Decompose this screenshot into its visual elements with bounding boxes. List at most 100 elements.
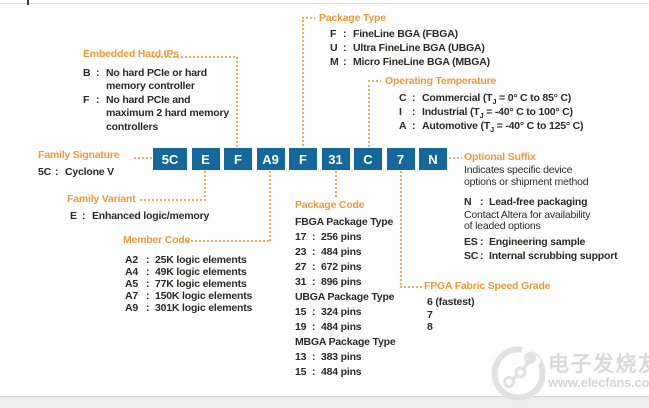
speed-grade-item: 8 [427, 321, 433, 334]
connector-operating-temperature-vertical [368, 85, 370, 148]
def-colon [146, 303, 155, 315]
def-colon [312, 245, 321, 260]
package-group-name: FBGA Package Type [295, 216, 394, 228]
section-description: options or shipment method [464, 175, 589, 188]
def-colon [55, 166, 65, 179]
def-item: C Commercial (TJ = 0° C to 85° C) [399, 91, 583, 105]
speed-grade-item: 7 [427, 308, 433, 321]
def-item: 31 896 pins [295, 275, 395, 290]
top-divider-line [0, 3, 649, 4]
def-value: 77K logic elements [155, 277, 247, 290]
def-item: A Automotive (TJ = -40° C to 125° C) [399, 119, 583, 133]
def-item: F No hard PCIe and maximum 2 hard memory … [83, 94, 238, 134]
connector-family-variant-vertical [204, 171, 206, 201]
def-value: 484 pins [321, 366, 362, 378]
def-key: N [464, 196, 472, 209]
part-number-block: 31 [321, 148, 350, 170]
def-value: 256 pins [321, 231, 362, 243]
def-value: Lead-free packaging [489, 196, 588, 209]
def-colon [412, 91, 422, 105]
connector-optional-suffix-horizontal [449, 157, 462, 159]
def-key: I [399, 106, 402, 118]
def-colon [146, 279, 155, 291]
def-key: A4 [125, 265, 139, 278]
part-number-block: E [191, 148, 220, 170]
part-number-block: F [224, 148, 252, 170]
def-item: 5C Cyclone V [38, 166, 119, 179]
def-key: 15 [295, 306, 307, 318]
section-package-type: Package Type F FineLine BGA (FBGA) U Ultra… [302, 12, 490, 70]
bottom-divider-line [0, 396, 649, 397]
def-colon [312, 260, 321, 275]
def-key: M [330, 56, 339, 69]
def-item: ES Engineering sample [464, 236, 642, 249]
def-item: 13 383 pins [295, 350, 395, 365]
def-colon [312, 350, 321, 365]
def-item: 17 256 pins [295, 230, 395, 245]
def-key: 19 [295, 321, 307, 333]
def-item: A4 49K logic elements [125, 265, 252, 279]
def-colon [480, 196, 489, 209]
def-key: ES [464, 235, 478, 248]
def-item: A9 301K logic elements [125, 301, 253, 315]
def-item: A2 25K logic elements [125, 254, 252, 267]
dash-stub [302, 17, 315, 19]
def-key: A2 [125, 254, 139, 266]
section-package-code: Package Code FBGA Package Type 17 256 pin… [295, 199, 396, 380]
def-value: Engineering sample [489, 235, 586, 248]
def-value: Cyclone V [65, 166, 114, 178]
def-value: Enhanced logic/memory [92, 210, 210, 222]
def-item: A7 150K logic elements [125, 290, 252, 303]
connector-family-variant-horizontal [140, 199, 206, 201]
connector-package-type-vertical [302, 20, 304, 148]
def-colon [412, 119, 422, 133]
connector-embedded-hard-ips-vertical [236, 57, 238, 148]
def-key: 31 [295, 276, 307, 288]
def-key: 27 [295, 261, 307, 273]
dash-stub [368, 80, 381, 82]
def-colon [312, 320, 321, 335]
def-colon [96, 67, 106, 94]
def-value: No hard PCIe or hard memory controller [106, 67, 208, 93]
def-item: M Micro FineLine BGA (MBGA) [330, 55, 490, 69]
section-speed-grade: FPGA Fabric Speed Grade 6 (fastest) 7 8 [424, 280, 550, 334]
connector-member-code-horizontal [187, 240, 271, 242]
def-value: 896 pins [321, 276, 362, 288]
section-title: Member Code [123, 234, 191, 246]
def-colon [343, 55, 353, 69]
def-colon [312, 305, 321, 320]
def-value: 484 pins [321, 246, 362, 258]
def-colon [343, 41, 353, 55]
connector-embedded-hard-ips-horizontal [153, 56, 237, 58]
def-item: A5 77K logic elements [125, 277, 252, 291]
def-value: Commercial (TJ = 0° C to 85° C) [422, 92, 572, 107]
section-note: Contact Altera for availability [464, 208, 591, 221]
part-number-block: N [419, 148, 447, 170]
def-key: A9 [125, 301, 139, 314]
def-item: 23 484 pins [295, 245, 395, 260]
def-colon [412, 105, 422, 119]
def-value: 672 pins [321, 261, 362, 273]
def-key: 15 [295, 366, 307, 378]
connector-package-code-vertical [335, 171, 337, 198]
section-note: of leaded options [464, 220, 541, 233]
part-number-block: F [289, 148, 317, 170]
def-key: 17 [295, 231, 307, 243]
def-item: N Lead-free packaging [464, 196, 642, 209]
def-colon [312, 230, 321, 245]
def-key: U [330, 42, 338, 55]
def-key: F [330, 28, 337, 40]
def-value: 383 pins [321, 351, 362, 363]
part-number-block: 7 [386, 148, 415, 170]
def-value: 301K logic elements [155, 301, 253, 314]
def-value: Internal scrubbing support [489, 249, 618, 262]
section-title: FPGA Fabric Speed Grade [424, 280, 551, 292]
speed-grade-item: 6 (fastest) [427, 296, 475, 308]
def-item: 19 484 pins [295, 320, 395, 335]
section-title: Family Variant [67, 193, 136, 205]
section-family-signature: Family Signature 5C Cyclone V [38, 149, 120, 179]
def-value: 25K logic elements [155, 254, 247, 266]
package-group-name: MBGA Package Type [295, 336, 396, 348]
section-operating-temperature: Operating Temperature C Commercial (TJ = … [368, 75, 583, 133]
def-value: FineLine BGA (FBGA) [353, 28, 458, 40]
